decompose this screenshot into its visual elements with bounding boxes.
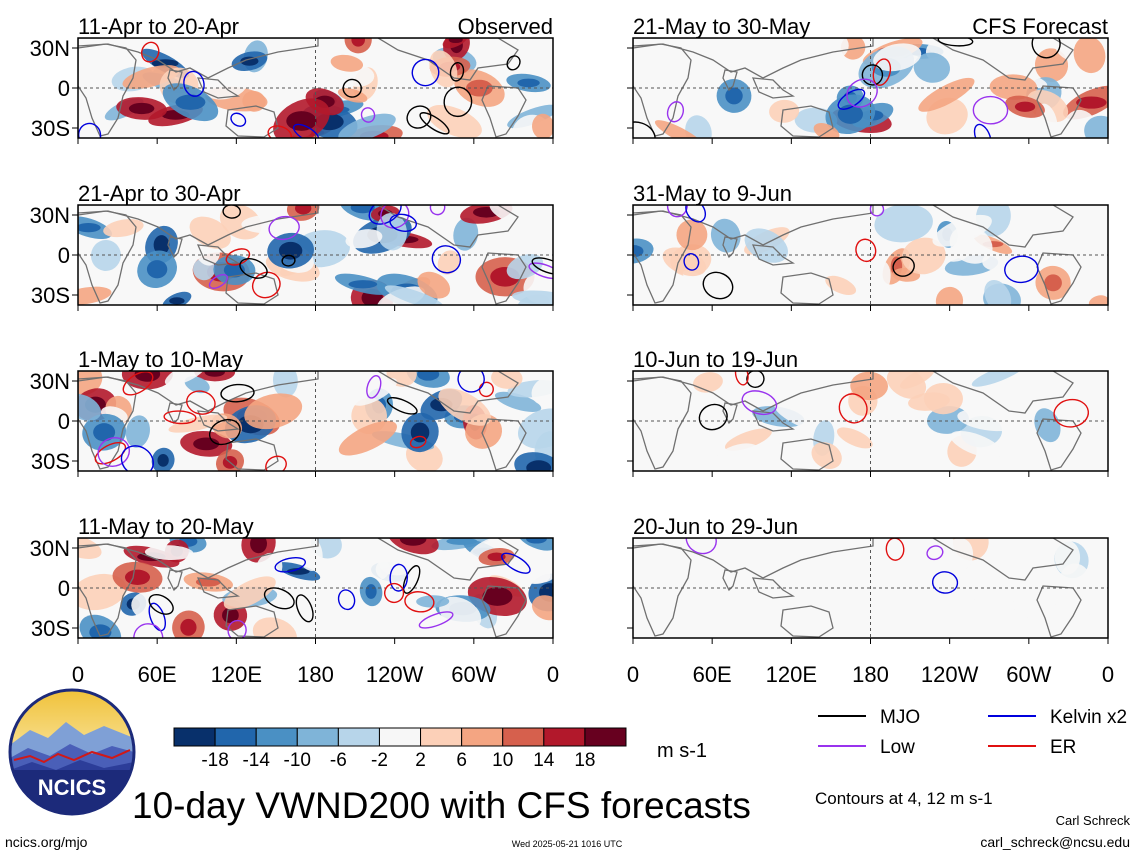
colorbar-tick: -14	[242, 750, 270, 771]
colorbar-tick: 2	[415, 750, 426, 771]
legend-label: Low	[880, 737, 915, 758]
legend-label: ER	[1050, 737, 1076, 758]
footer-timestamp: Wed 2025-05-21 1016 UTC	[512, 839, 623, 849]
panel-source-label: CFS Forecast	[972, 14, 1108, 39]
colorbar-swatch	[543, 727, 586, 747]
lat-label: 30S	[31, 449, 70, 474]
colorbar-swatch	[420, 727, 463, 747]
lon-label: 0	[72, 662, 84, 687]
panel-title: 1-May to 10-May	[78, 347, 243, 372]
colorbar-tick: 6	[456, 750, 467, 771]
lat-label: 0	[58, 243, 70, 268]
colorbar-unit: m s-1	[657, 740, 707, 762]
longitude-labels: 0 60E 120E 180 120W 60W 0 0 60E 120E 180 120W 60W 0	[72, 662, 1114, 687]
panel-title: 11-May to 20-May	[78, 514, 254, 539]
colorbar-swatch	[378, 727, 422, 747]
legend: MJO Kelvin x2 Low ER	[818, 707, 1127, 758]
map-panel-1-0: 21-May to 30-May CFS Forecast	[627, 14, 1109, 144]
lat-label: 30N	[30, 36, 70, 61]
ncics-logo: NCICS	[8, 688, 136, 816]
colorbar-tick: -18	[201, 750, 228, 771]
panel-title: 11-Apr to 20-Apr	[78, 14, 239, 39]
map-panel-1-3: 20-Jun to 29-Jun	[627, 514, 1109, 644]
map-panel-1-2: 10-Jun to 19-Jun	[627, 347, 1109, 477]
colorbar-tick: 14	[533, 750, 555, 771]
footer-url: ncics.org/mjo	[5, 834, 88, 850]
panel-source-label: Observed	[458, 14, 553, 39]
colorbar: -18 -14 -10 -6 -2 2 6 10 14 18	[173, 727, 627, 771]
lon-label: 180	[297, 662, 334, 687]
lat-label: 0	[58, 76, 70, 101]
lon-label: 120W	[366, 662, 424, 687]
lat-label: 30S	[31, 116, 70, 141]
lon-label: 0	[547, 662, 559, 687]
legend-label: Kelvin x2	[1050, 707, 1127, 728]
panel-title: 31-May to 9-Jun	[633, 181, 792, 206]
lon-label: 180	[852, 662, 889, 687]
colorbar-swatch	[584, 727, 627, 747]
panel-title: 21-Apr to 30-Apr	[78, 181, 241, 206]
lat-label: 30N	[30, 536, 70, 561]
lon-label: 120E	[766, 662, 817, 687]
figure-title: 10-day VWND200 with CFS forecasts	[132, 785, 751, 826]
lon-label: 0	[627, 662, 639, 687]
lat-label: 30N	[30, 203, 70, 228]
lon-label: 120E	[211, 662, 262, 687]
legend-label: MJO	[880, 707, 920, 728]
lat-label: 30N	[30, 369, 70, 394]
colorbar-tick: 10	[492, 750, 513, 771]
lat-label: 0	[58, 409, 70, 434]
lat-label: 0	[58, 576, 70, 601]
panel-title: 20-Jun to 29-Jun	[633, 514, 798, 539]
lon-label: 0	[1102, 662, 1114, 687]
panel-title: 10-Jun to 19-Jun	[633, 347, 798, 372]
latitude-labels: 30N 0 30S 30N 0 30S 30N 0 30S 30N 0 30S	[30, 36, 70, 641]
footer-email: carl_schreck@ncsu.edu	[980, 834, 1130, 850]
colorbar-swatch	[502, 727, 545, 747]
map-panel-0-0: 11-Apr to 20-Apr Observed	[72, 14, 554, 144]
logo-text: NCICS	[38, 775, 106, 800]
colorbar-swatch	[296, 727, 339, 747]
lon-label: 60E	[138, 662, 177, 687]
colorbar-swatch	[461, 727, 504, 747]
map-panel-0-1: 21-Apr to 30-Apr	[72, 181, 554, 311]
map-panels: 11-Apr to 20-Apr Observed 21-Apr to 30-Apr…	[72, 14, 1109, 644]
colorbar-swatch	[173, 727, 216, 747]
colorbar-tick: -10	[284, 750, 311, 771]
lat-label: 30S	[31, 283, 70, 308]
colorbar-tick: 18	[574, 750, 595, 771]
panel-title: 21-May to 30-May	[633, 14, 810, 39]
footer-author: Carl Schreck	[1056, 813, 1131, 828]
colorbar-tick: -2	[371, 750, 388, 771]
map-panel-0-3: 11-May to 20-May	[72, 514, 554, 644]
lon-label: 60W	[451, 662, 496, 687]
lon-label: 60E	[693, 662, 732, 687]
lon-label: 60W	[1006, 662, 1051, 687]
colorbar-swatch	[337, 727, 380, 747]
map-panel-0-2: 1-May to 10-May	[72, 347, 554, 477]
lon-label: 120W	[921, 662, 979, 687]
map-panel-1-1: 31-May to 9-Jun	[627, 181, 1109, 311]
colorbar-tick: -6	[330, 750, 347, 771]
contour-note: Contours at 4, 12 m s-1	[815, 789, 993, 808]
lat-label: 30S	[31, 616, 70, 641]
colorbar-swatch	[255, 727, 298, 747]
colorbar-swatch	[214, 727, 257, 747]
